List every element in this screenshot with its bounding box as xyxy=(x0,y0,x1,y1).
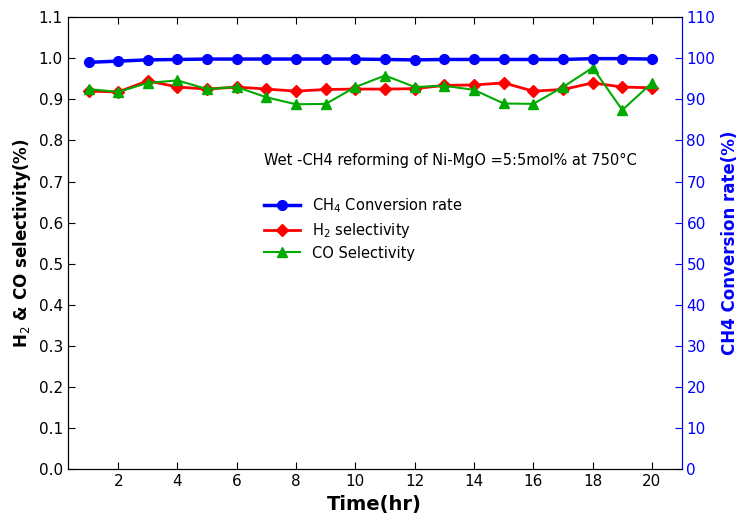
Text: Wet -CH4 reforming of Ni-MgO =5:5mol% at 750°C: Wet -CH4 reforming of Ni-MgO =5:5mol% at… xyxy=(264,153,637,168)
CH$_4$ Conversion rate xyxy=(262,56,271,62)
CO Selectivity xyxy=(202,86,211,92)
CO Selectivity xyxy=(321,101,330,107)
H$_2$ selectivity xyxy=(470,82,478,88)
H$_2$ selectivity xyxy=(321,86,330,92)
CO Selectivity xyxy=(143,80,152,86)
CH$_4$ Conversion rate xyxy=(618,56,627,62)
H$_2$ selectivity xyxy=(647,85,656,91)
CH$_4$ Conversion rate xyxy=(143,57,152,63)
CH$_4$ Conversion rate xyxy=(588,56,597,62)
H$_2$ selectivity xyxy=(84,88,93,94)
CH$_4$ Conversion rate xyxy=(380,56,389,62)
CO Selectivity xyxy=(500,100,508,107)
CO Selectivity xyxy=(380,72,389,79)
Y-axis label: CH4 Conversion rate(%): CH4 Conversion rate(%) xyxy=(721,131,739,355)
CH$_4$ Conversion rate xyxy=(647,56,656,62)
CH$_4$ Conversion rate xyxy=(84,59,93,66)
CO Selectivity xyxy=(470,87,478,93)
CH$_4$ Conversion rate xyxy=(173,56,182,62)
H$_2$ selectivity xyxy=(114,89,123,95)
CH$_4$ Conversion rate xyxy=(440,56,448,62)
CO Selectivity xyxy=(440,82,448,89)
CO Selectivity xyxy=(173,77,182,83)
CO Selectivity xyxy=(410,84,419,90)
H$_2$ selectivity xyxy=(410,86,419,92)
CO Selectivity xyxy=(618,107,627,113)
H$_2$ selectivity xyxy=(500,80,508,86)
H$_2$ selectivity xyxy=(440,82,448,89)
CH$_4$ Conversion rate xyxy=(529,56,538,62)
CH$_4$ Conversion rate xyxy=(202,56,211,62)
CH$_4$ Conversion rate xyxy=(292,56,301,62)
H$_2$ selectivity xyxy=(618,84,627,90)
CH$_4$ Conversion rate xyxy=(351,56,360,62)
H$_2$ selectivity xyxy=(292,88,301,94)
Line: CH$_4$ Conversion rate: CH$_4$ Conversion rate xyxy=(84,54,657,67)
Line: CO Selectivity: CO Selectivity xyxy=(84,63,657,115)
H$_2$ selectivity xyxy=(559,86,568,92)
X-axis label: Time(hr): Time(hr) xyxy=(327,495,422,514)
CO Selectivity xyxy=(232,84,242,90)
CO Selectivity xyxy=(114,89,123,95)
H$_2$ selectivity xyxy=(262,86,271,92)
CO Selectivity xyxy=(292,101,301,108)
CH$_4$ Conversion rate xyxy=(500,56,508,62)
H$_2$ selectivity xyxy=(232,84,242,90)
CH$_4$ Conversion rate xyxy=(321,56,330,62)
CH$_4$ Conversion rate xyxy=(410,57,419,63)
CH$_4$ Conversion rate xyxy=(470,56,478,62)
CO Selectivity xyxy=(559,84,568,90)
CO Selectivity xyxy=(529,101,538,107)
H$_2$ selectivity xyxy=(173,84,182,90)
CO Selectivity xyxy=(84,86,93,92)
Legend: CH$_4$ Conversion rate, H$_2$ selectivity, CO Selectivity: CH$_4$ Conversion rate, H$_2$ selectivit… xyxy=(260,192,466,265)
Line: H$_2$ selectivity: H$_2$ selectivity xyxy=(84,77,656,96)
H$_2$ selectivity xyxy=(143,78,152,84)
CH$_4$ Conversion rate xyxy=(559,56,568,62)
CO Selectivity xyxy=(588,65,597,71)
Y-axis label: H$_2$ & CO selectivity(%): H$_2$ & CO selectivity(%) xyxy=(11,139,33,348)
H$_2$ selectivity xyxy=(351,86,360,92)
CH$_4$ Conversion rate xyxy=(232,56,242,62)
H$_2$ selectivity xyxy=(529,88,538,94)
CO Selectivity xyxy=(647,80,656,86)
H$_2$ selectivity xyxy=(588,80,597,86)
H$_2$ selectivity xyxy=(380,86,389,92)
CH$_4$ Conversion rate xyxy=(114,58,123,64)
CO Selectivity xyxy=(262,94,271,100)
CO Selectivity xyxy=(351,84,360,90)
H$_2$ selectivity xyxy=(202,86,211,92)
